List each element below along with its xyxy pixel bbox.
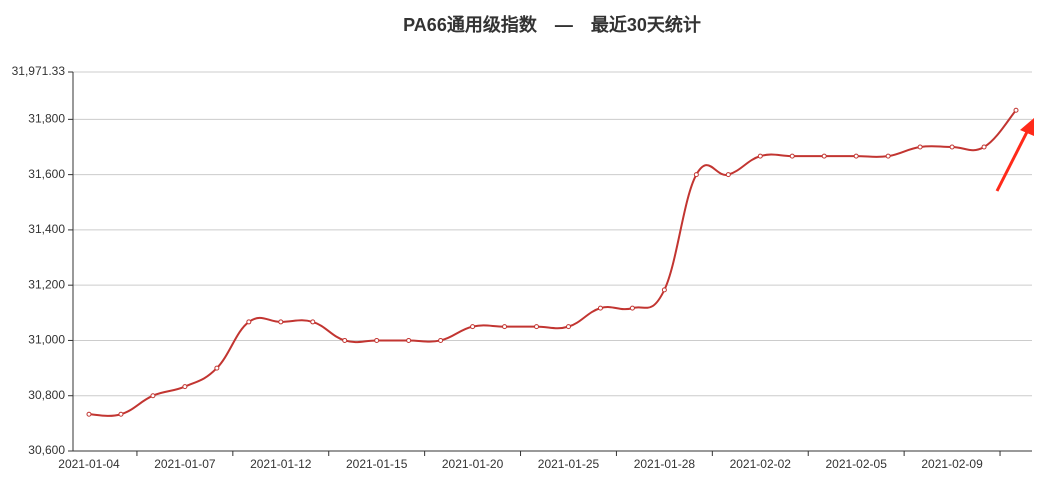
x-tick-label: 2021-01-04: [58, 457, 120, 471]
point: [789, 153, 795, 159]
trend-arrow: [995, 118, 1034, 192]
y-tick-label: 31,971.33: [12, 64, 66, 78]
point: [342, 337, 348, 343]
point: [885, 153, 891, 159]
y-tick-label: 31,000: [28, 333, 65, 347]
point: [565, 324, 571, 330]
point: [310, 319, 316, 325]
x-tick-label: 2021-01-07: [154, 457, 216, 471]
point: [374, 337, 380, 343]
point: [661, 287, 667, 293]
y-tick-label: 30,800: [28, 388, 65, 402]
point: [278, 319, 284, 325]
x-tick-label: 2021-02-02: [730, 457, 792, 471]
point: [629, 305, 635, 311]
point: [470, 324, 476, 330]
x-tick-label: 2021-01-20: [442, 457, 504, 471]
point: [917, 144, 923, 150]
arrow-shaft: [995, 127, 1031, 192]
point: [438, 337, 444, 343]
line: [88, 109, 1017, 417]
point: [1013, 107, 1019, 113]
y-tick-label: 31,200: [28, 277, 65, 291]
point: [821, 153, 827, 159]
chart-title: PA66通用级指数 — 最近30天统计: [403, 14, 701, 35]
x-tick-label: 2021-01-15: [346, 457, 408, 471]
x-tick-label: 2021-02-05: [825, 457, 887, 471]
y-tick-label: 31,600: [28, 167, 65, 181]
point: [757, 153, 763, 159]
point: [214, 365, 220, 371]
point: [534, 324, 540, 330]
point: [182, 384, 188, 390]
x-tick-label: 2021-01-12: [250, 457, 312, 471]
point: [406, 337, 412, 343]
point: [118, 411, 124, 417]
point: [246, 319, 252, 325]
point: [693, 172, 699, 178]
y-tick-label: 30,600: [28, 443, 65, 457]
x-tick-label: 2021-02-09: [921, 457, 983, 471]
arrow-head: [1020, 118, 1034, 136]
point: [597, 305, 603, 311]
point: [853, 153, 859, 159]
point: [502, 324, 508, 330]
point: [949, 144, 955, 150]
point: [86, 411, 92, 417]
y-tick-label: 31,800: [28, 112, 65, 126]
y-tick-label: 31,400: [28, 222, 65, 236]
x-tick-label: 2021-01-25: [538, 457, 600, 471]
point: [725, 172, 731, 178]
point: [150, 393, 156, 399]
x-tick-label: 2021-01-28: [634, 457, 696, 471]
point: [981, 144, 987, 150]
